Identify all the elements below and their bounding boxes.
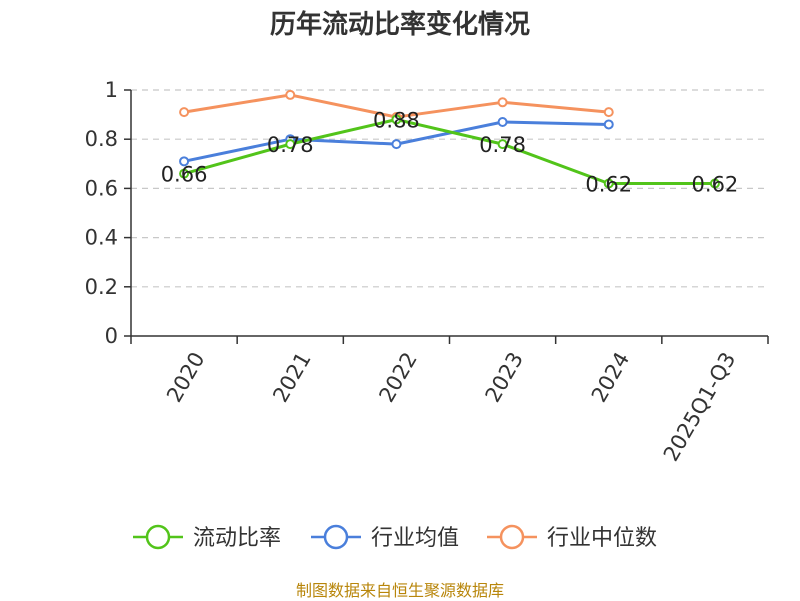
x-tick-label: 2020 bbox=[162, 348, 210, 406]
data-label: 0.88 bbox=[373, 109, 420, 133]
data-point bbox=[709, 178, 720, 189]
x-tick-label: 2023 bbox=[481, 348, 529, 406]
data-labels: 0.66 0.78 0.88 0.78 0.62 0.62 bbox=[161, 109, 739, 197]
legend: 流动比率 行业均值 行业中位数 bbox=[133, 524, 657, 551]
x-tick-label: 2021 bbox=[268, 348, 316, 406]
series-group bbox=[179, 89, 720, 189]
legend-label: 行业中位数 bbox=[547, 526, 657, 551]
data-point bbox=[497, 116, 508, 127]
data-point bbox=[603, 119, 614, 130]
data-point bbox=[391, 139, 402, 150]
data-label: 0.62 bbox=[692, 172, 739, 196]
y-tick-label: 1 bbox=[105, 78, 118, 102]
data-point bbox=[285, 139, 296, 150]
y-tick-label: 0.8 bbox=[85, 127, 118, 151]
x-tick-label: 2025Q1-Q3 bbox=[659, 348, 741, 465]
source-note: 制图数据来自恒生聚源数据库 bbox=[295, 581, 504, 600]
data-point bbox=[179, 107, 190, 118]
chart-title: 历年流动比率变化情况 bbox=[270, 9, 530, 40]
legend-label: 行业均值 bbox=[371, 526, 459, 551]
y-tick-label: 0.6 bbox=[85, 176, 118, 200]
data-point bbox=[497, 139, 508, 150]
legend-label: 流动比率 bbox=[193, 526, 281, 551]
data-point bbox=[179, 168, 190, 179]
data-label: 0.78 bbox=[479, 133, 526, 157]
data-point bbox=[497, 97, 508, 108]
data-label: 0.78 bbox=[267, 133, 314, 157]
y-tick-label: 0.2 bbox=[85, 275, 118, 299]
data-point bbox=[603, 178, 614, 189]
series-line bbox=[183, 118, 715, 185]
data-point bbox=[285, 89, 296, 100]
data-label: 0.62 bbox=[585, 172, 632, 196]
grid-lines bbox=[131, 89, 768, 288]
data-point bbox=[179, 156, 190, 167]
legend-swatch-marker bbox=[145, 524, 171, 550]
legend-swatch-marker bbox=[323, 524, 349, 550]
axes: 0 0.2 0.4 0.6 0.8 1 2020 2021 2022 2023 2024 2025Q1… bbox=[85, 78, 769, 465]
data-point bbox=[603, 107, 614, 118]
x-tick-label: 2022 bbox=[374, 348, 422, 406]
x-tick-label: 2024 bbox=[587, 348, 635, 406]
y-tick-label: 0.4 bbox=[85, 226, 118, 250]
data-label: 0.66 bbox=[161, 163, 208, 187]
y-tick-label: 0 bbox=[105, 324, 118, 348]
legend-swatch-marker bbox=[499, 524, 525, 550]
data-point bbox=[391, 114, 402, 125]
